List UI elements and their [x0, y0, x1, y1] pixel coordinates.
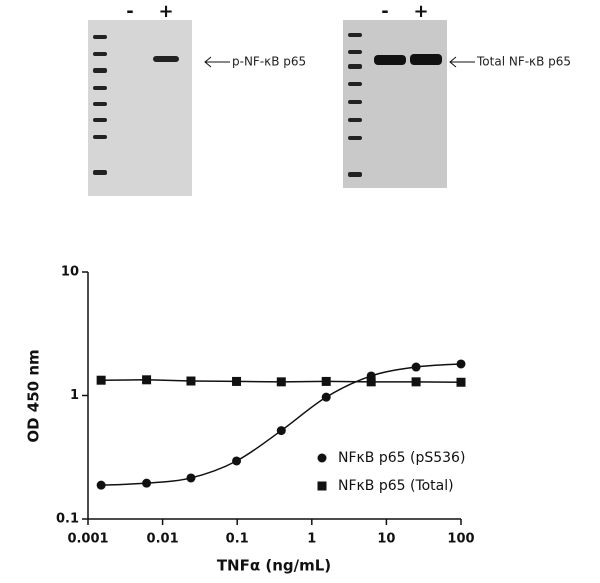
marker — [186, 473, 196, 483]
legend-marker — [317, 481, 327, 491]
marker — [142, 478, 152, 488]
marker — [142, 375, 152, 385]
marker — [411, 362, 421, 372]
marker — [232, 456, 242, 466]
membrane — [88, 20, 192, 196]
lane-label: + — [413, 1, 428, 22]
x-tick-label: 10 — [377, 532, 395, 547]
y-axis-title: OD 450 nm — [25, 349, 43, 442]
band — [153, 56, 179, 62]
y-tick-label: 0.1 — [56, 512, 79, 527]
y-tick-label: 10 — [61, 265, 79, 280]
marker — [96, 480, 106, 490]
x-axis-title: TNFα (ng/mL) — [217, 557, 331, 575]
legend-label: NFκB p65 (pS536) — [338, 450, 465, 466]
blot-total — [343, 20, 447, 188]
ladder — [93, 35, 107, 175]
marker — [186, 376, 196, 386]
marker — [456, 359, 466, 369]
blot-phospho — [88, 20, 192, 196]
marker — [276, 377, 286, 387]
arrow-head — [204, 56, 212, 68]
band — [410, 54, 442, 65]
y-tick-label: 1 — [70, 388, 79, 403]
band-label: p-NF-κB p65 — [232, 55, 306, 69]
arrow-head — [449, 56, 457, 68]
marker — [411, 377, 421, 387]
band — [374, 55, 406, 65]
legend-marker — [317, 453, 327, 463]
band-label: Total NF-κB p65 — [476, 55, 571, 69]
x-tick-label: 0.01 — [147, 532, 179, 547]
marker — [321, 392, 331, 402]
legend-label: NFκB p65 (Total) — [338, 478, 454, 494]
lane-label: + — [158, 1, 173, 22]
marker — [321, 376, 331, 386]
x-tick-label: 0.1 — [226, 532, 249, 547]
marker — [232, 376, 242, 386]
lane-label: - — [381, 1, 388, 22]
marker — [456, 377, 466, 387]
marker — [96, 375, 106, 385]
marker — [366, 377, 376, 387]
x-tick-label: 0.001 — [67, 532, 108, 547]
lane-label: - — [126, 1, 133, 22]
membrane — [343, 20, 447, 188]
x-tick-label: 1 — [307, 532, 316, 547]
ladder — [348, 33, 362, 177]
x-tick-label: 100 — [447, 532, 474, 547]
marker — [276, 426, 286, 436]
